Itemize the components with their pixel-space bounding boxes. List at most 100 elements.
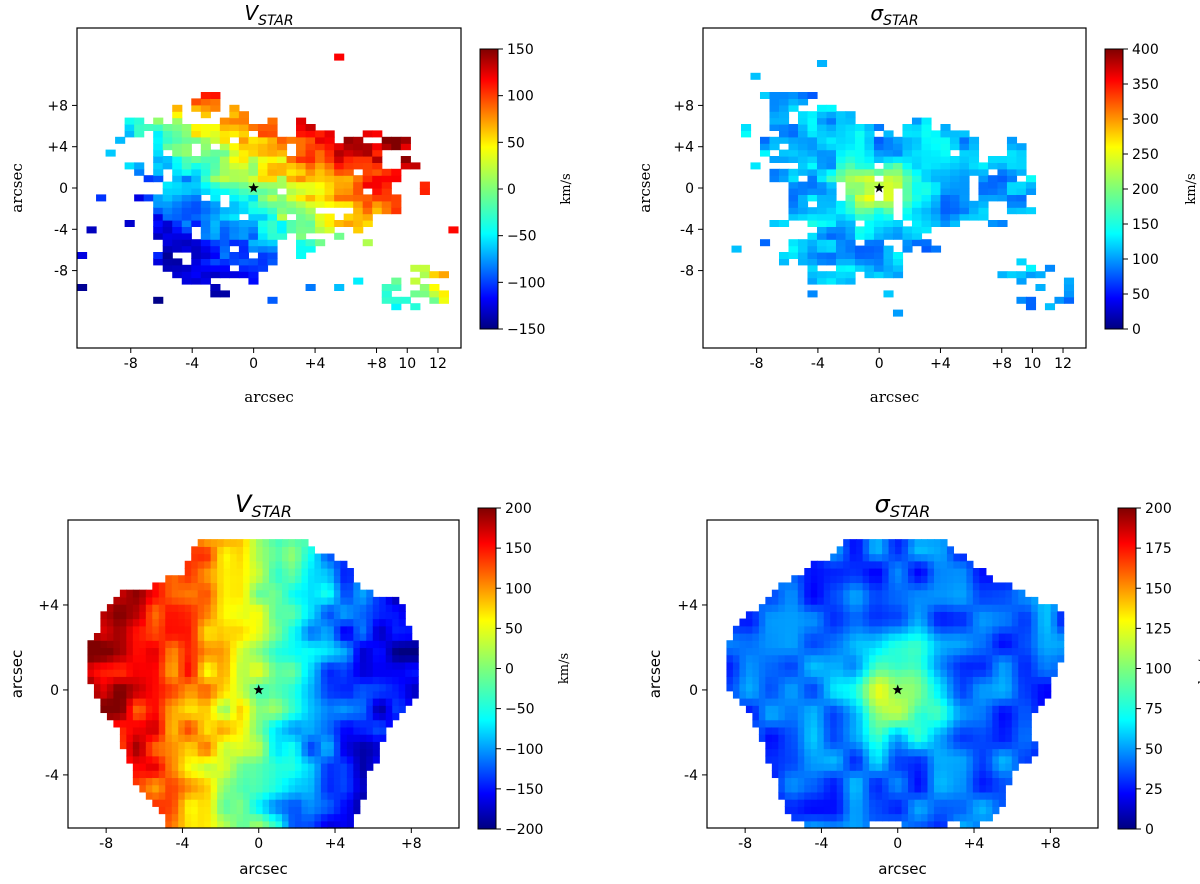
colorbar-tick-label: −50 bbox=[507, 229, 537, 245]
heatmap-cell bbox=[248, 239, 259, 247]
heatmap-cell bbox=[343, 162, 354, 170]
heatmap-cell bbox=[320, 741, 328, 750]
heatmap-cell bbox=[132, 589, 140, 598]
heatmap-cell bbox=[353, 791, 361, 800]
heatmap-cell bbox=[346, 625, 354, 634]
heatmap-cell bbox=[845, 175, 856, 183]
heatmap-cell bbox=[875, 726, 883, 735]
heatmap-cell bbox=[978, 207, 989, 215]
heatmap-cell bbox=[398, 604, 406, 612]
heatmap-cell bbox=[778, 258, 790, 266]
heatmap-cell bbox=[992, 596, 1000, 605]
heatmap-cell bbox=[921, 162, 932, 170]
heatmap-cell bbox=[236, 633, 244, 641]
heatmap-cell bbox=[343, 200, 354, 208]
heatmap-cell bbox=[978, 162, 989, 170]
heatmap-cell bbox=[778, 136, 790, 144]
heatmap-cell bbox=[320, 799, 328, 807]
heatmap-cell bbox=[979, 647, 987, 656]
heatmap-cell bbox=[119, 654, 127, 663]
heatmap-cell bbox=[998, 647, 1006, 656]
heatmap-cell bbox=[119, 719, 127, 728]
heatmap-cell bbox=[921, 647, 929, 656]
heatmap-cell bbox=[1018, 741, 1026, 750]
heatmap-cell bbox=[985, 683, 993, 692]
heatmap-cell bbox=[921, 181, 932, 189]
heatmap-cell bbox=[236, 698, 244, 706]
heatmap-cell bbox=[765, 690, 773, 699]
heatmap-cell bbox=[823, 770, 831, 779]
heatmap-cell bbox=[178, 647, 186, 656]
heatmap-cell bbox=[327, 683, 335, 692]
heatmap-cell bbox=[856, 763, 864, 771]
heatmap-cell bbox=[340, 777, 348, 786]
heatmap-cell bbox=[230, 784, 238, 793]
heatmap-cell bbox=[343, 220, 354, 227]
heatmap-cell bbox=[288, 553, 296, 562]
heatmap-cell bbox=[181, 226, 192, 234]
heatmap-cell bbox=[869, 676, 877, 685]
heatmap-cell bbox=[113, 683, 121, 692]
heatmap-cell bbox=[296, 207, 307, 215]
heatmap-cell bbox=[823, 582, 831, 591]
heatmap-cell bbox=[229, 271, 240, 279]
heatmap-cell bbox=[359, 741, 367, 750]
heatmap-cell bbox=[807, 252, 818, 259]
heatmap-cell bbox=[843, 553, 851, 562]
heatmap-cell bbox=[132, 683, 140, 692]
heatmap-cell bbox=[267, 149, 278, 157]
heatmap-cell bbox=[353, 136, 364, 144]
heatmap-cell bbox=[771, 683, 779, 692]
heatmap-cell bbox=[992, 633, 1000, 641]
heatmap-cell bbox=[972, 799, 980, 807]
heatmap-cell bbox=[946, 553, 955, 562]
heatmap-cell bbox=[288, 604, 296, 612]
heatmap-cell bbox=[830, 582, 838, 591]
heatmap-cell bbox=[927, 625, 935, 634]
heatmap-cell bbox=[269, 791, 277, 800]
heatmap-cell bbox=[314, 568, 322, 576]
heatmap-cell bbox=[1005, 741, 1013, 750]
heatmap-cell bbox=[888, 553, 896, 562]
heatmap-cell bbox=[985, 690, 993, 699]
heatmap-cell bbox=[892, 181, 904, 189]
heatmap-cell bbox=[946, 589, 955, 598]
heatmap-cell bbox=[204, 611, 212, 620]
heatmap-cell bbox=[119, 604, 127, 612]
heatmap-cell bbox=[204, 719, 212, 728]
heatmap-cell bbox=[927, 683, 935, 692]
heatmap-cell bbox=[1016, 207, 1027, 215]
heatmap-cell bbox=[320, 676, 328, 685]
heatmap-cell bbox=[256, 575, 264, 584]
heatmap-cell bbox=[797, 130, 809, 138]
heatmap-cell bbox=[307, 611, 316, 620]
heatmap-cell bbox=[158, 741, 166, 750]
heatmap-cell bbox=[359, 763, 367, 771]
heatmap-cell bbox=[267, 200, 278, 208]
heatmap-cell bbox=[204, 640, 212, 649]
colorbar-tick-label: 100 bbox=[507, 89, 534, 105]
heatmap-cell bbox=[301, 575, 309, 584]
heatmap-cell bbox=[807, 149, 818, 157]
heatmap-cell bbox=[864, 226, 875, 234]
heatmap-cell bbox=[294, 618, 303, 627]
heatmap-cell bbox=[333, 791, 341, 800]
heatmap-cell bbox=[301, 726, 309, 735]
heatmap-cell bbox=[823, 755, 831, 764]
heatmap-cell bbox=[267, 175, 278, 183]
heatmap-cell bbox=[864, 207, 875, 215]
heatmap-cell bbox=[200, 111, 211, 119]
heatmap-cell bbox=[210, 568, 218, 576]
heatmap-cell bbox=[314, 582, 322, 591]
heatmap-cell bbox=[856, 589, 864, 598]
heatmap-cell bbox=[359, 640, 367, 649]
heatmap-cell bbox=[830, 755, 838, 764]
heatmap-cell bbox=[217, 669, 225, 677]
heatmap-cell bbox=[391, 303, 402, 311]
heatmap-cell bbox=[165, 575, 173, 584]
heatmap-cell bbox=[236, 777, 244, 786]
heatmap-cell bbox=[911, 136, 923, 144]
heatmap-cell bbox=[836, 734, 844, 742]
heatmap-cell bbox=[875, 596, 883, 605]
heatmap-cell bbox=[275, 582, 283, 591]
